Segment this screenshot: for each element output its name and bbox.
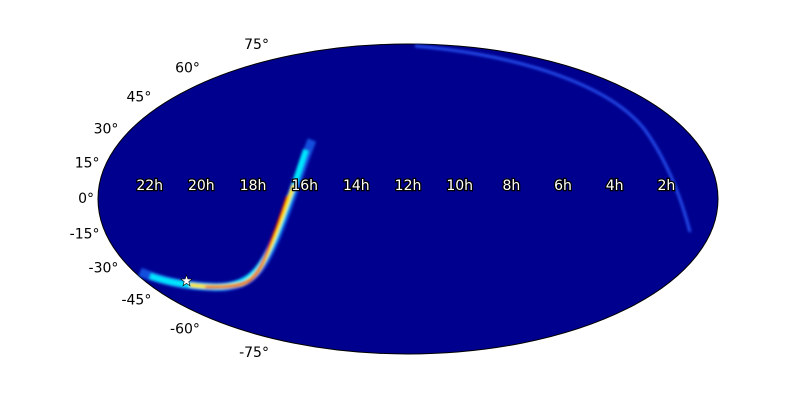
dec-tick-label: 30° xyxy=(94,121,119,137)
dec-tick-label: 0° xyxy=(78,191,94,207)
ra-tick-label: 12h xyxy=(395,178,422,194)
dec-tick-label: -60° xyxy=(170,321,200,337)
dec-tick-label: -45° xyxy=(121,293,151,309)
dec-tick-label: 15° xyxy=(75,156,100,172)
ra-tick-label: 10h xyxy=(446,178,473,194)
ra-tick-label: 8h xyxy=(502,178,520,194)
dec-tick-label: -30° xyxy=(89,261,119,277)
dec-tick-label: 75° xyxy=(244,37,269,53)
dec-tick-label: 45° xyxy=(127,89,152,105)
ra-tick-label: 14h xyxy=(343,178,370,194)
sky-ellipse xyxy=(97,43,719,355)
band-core xyxy=(204,195,288,289)
dec-tick-label: 60° xyxy=(175,61,200,77)
ra-tick-label: 22h xyxy=(136,178,163,194)
source-marker xyxy=(179,274,194,287)
band-faint xyxy=(414,44,692,233)
ra-tick-label: 18h xyxy=(240,178,267,194)
dec-tick-label: -75° xyxy=(239,345,269,361)
ra-tick-label: 4h xyxy=(606,178,624,194)
ra-tick-label: 6h xyxy=(554,178,572,194)
ra-tick-label: 2h xyxy=(657,178,675,194)
ra-tick-label: 16h xyxy=(291,178,318,194)
probability-band xyxy=(138,44,692,292)
dec-tick-label: -15° xyxy=(70,226,100,242)
ra-tick-label: 20h xyxy=(188,178,215,194)
